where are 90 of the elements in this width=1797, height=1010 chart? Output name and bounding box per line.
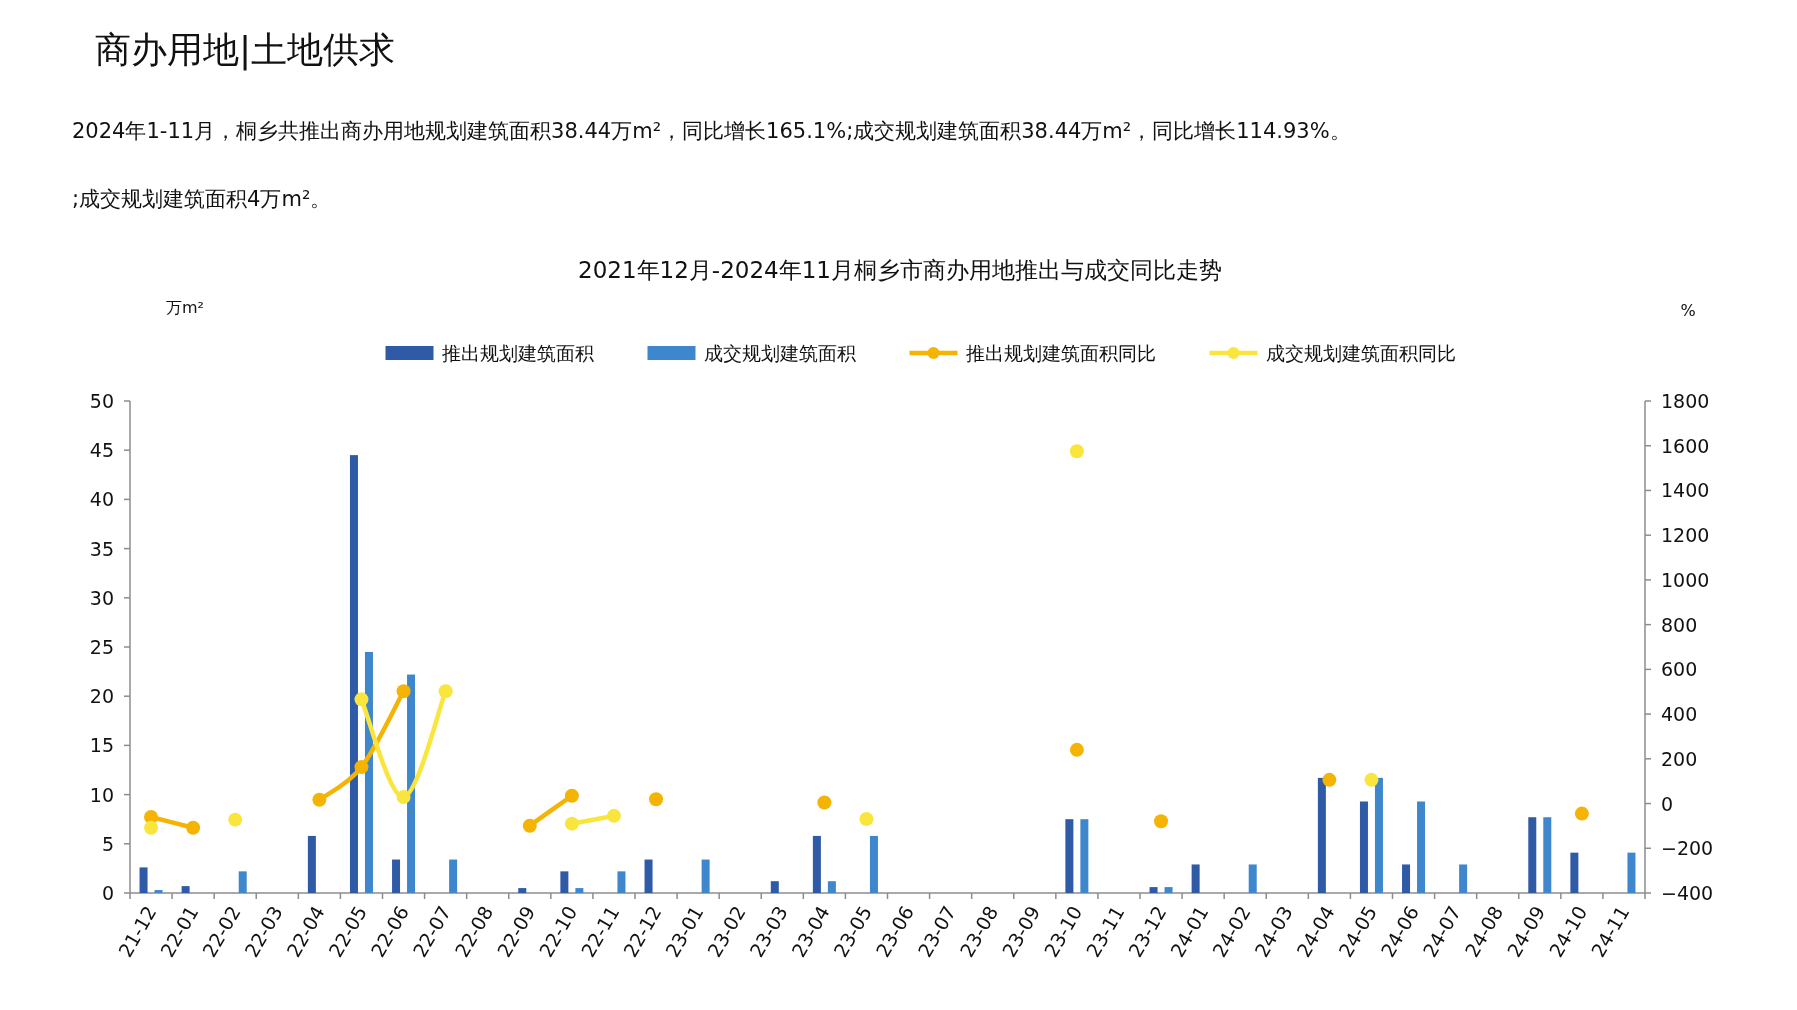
y2-tick-label: −400 [1661, 882, 1714, 904]
bar [139, 867, 148, 893]
point [1069, 742, 1084, 757]
bar [701, 859, 710, 893]
bar [1417, 801, 1426, 893]
bar [560, 871, 569, 893]
text: ;成交规划建筑面积4万m²。 [72, 187, 332, 211]
bar [449, 859, 458, 893]
y2-tick-label: 800 [1661, 613, 1698, 636]
y2-tick-label: 1000 [1661, 568, 1710, 591]
point [1322, 772, 1337, 787]
point [354, 692, 369, 707]
point [396, 684, 411, 699]
y-tick-label: 20 [89, 685, 114, 708]
point [144, 820, 159, 835]
point [1574, 806, 1589, 821]
y2-tick-label: 600 [1661, 658, 1698, 681]
y2-tick-label: 1600 [1661, 434, 1710, 457]
bar [349, 455, 358, 893]
y2-tick-label: −200 [1661, 837, 1714, 860]
bar [1570, 852, 1579, 893]
bar [1164, 887, 1173, 893]
bar [1359, 801, 1368, 893]
y-tick-label: 45 [89, 439, 114, 462]
y2-tick-label: 200 [1661, 747, 1698, 770]
y2-tick-label: 0 [1661, 792, 1674, 815]
bar [238, 871, 247, 893]
bar [1543, 817, 1552, 893]
y-tick-label: 0 [101, 882, 114, 904]
y-axis-title: 万m² [166, 298, 204, 317]
legend-label: 成交规划建筑面积 [703, 342, 856, 364]
bar [575, 888, 584, 893]
legend-label: 推出规划建筑面积 [441, 342, 594, 364]
y-tick-label: 30 [89, 586, 114, 609]
bar [307, 835, 316, 893]
y2-tick-label: 1800 [1661, 390, 1710, 412]
bar [770, 881, 779, 893]
bar [644, 859, 653, 893]
bar [1459, 864, 1468, 893]
point [522, 818, 537, 833]
bar [812, 835, 821, 893]
point [859, 811, 874, 826]
chart-title: 2021年12月-2024年11月桐乡市商办用地推出与成交同比走势 [578, 257, 1222, 283]
point [564, 788, 579, 803]
legend-label: 推出规划建筑面积同比 [965, 342, 1156, 364]
y2-tick-label: 1200 [1661, 524, 1710, 547]
point [564, 816, 579, 831]
bar [1065, 819, 1074, 893]
y-tick-label: 35 [89, 537, 114, 560]
point [1364, 772, 1379, 787]
point [228, 812, 243, 827]
bar [407, 674, 416, 893]
bar [154, 890, 163, 893]
y-tick-label: 25 [89, 636, 114, 658]
point [606, 808, 621, 823]
legend-label: 成交规划建筑面积同比 [1265, 342, 1456, 364]
bar [1528, 817, 1537, 893]
y2-tick-label: 400 [1661, 703, 1698, 726]
bar [617, 871, 626, 893]
bar [1627, 852, 1636, 893]
y2-tick-label: 1400 [1661, 479, 1710, 502]
y-tick-label: 5 [101, 832, 114, 855]
point [186, 820, 201, 835]
point [354, 760, 369, 775]
y-tick-label: 10 [89, 783, 114, 806]
bar [1317, 777, 1326, 893]
point [1154, 814, 1169, 829]
y-tick-label: 15 [89, 734, 114, 757]
bar [392, 859, 401, 893]
point [649, 792, 664, 807]
point [396, 790, 411, 805]
text: 商办用地|土地供求 [95, 29, 396, 71]
bar [1402, 864, 1411, 893]
y-tick-label: 40 [89, 488, 114, 511]
bar [181, 886, 190, 893]
y2-axis-title: % [1680, 301, 1696, 320]
bar [1080, 819, 1089, 893]
bar [518, 888, 527, 893]
text: 2024年1-11月，桐乡共推出商办用地规划建筑面积38.44万m²，同比增长165.1%;成交规划建筑面积38.44万m²，同比增长114.93%。 [72, 119, 1351, 143]
bar [1248, 864, 1257, 893]
bar [869, 835, 878, 893]
bar [1191, 864, 1200, 893]
y-tick-label: 50 [89, 390, 114, 412]
bar [1374, 777, 1383, 893]
bar [1149, 887, 1158, 893]
point [438, 684, 453, 699]
point [817, 795, 832, 810]
point [312, 792, 327, 807]
bar [827, 881, 836, 893]
point [1069, 444, 1084, 459]
